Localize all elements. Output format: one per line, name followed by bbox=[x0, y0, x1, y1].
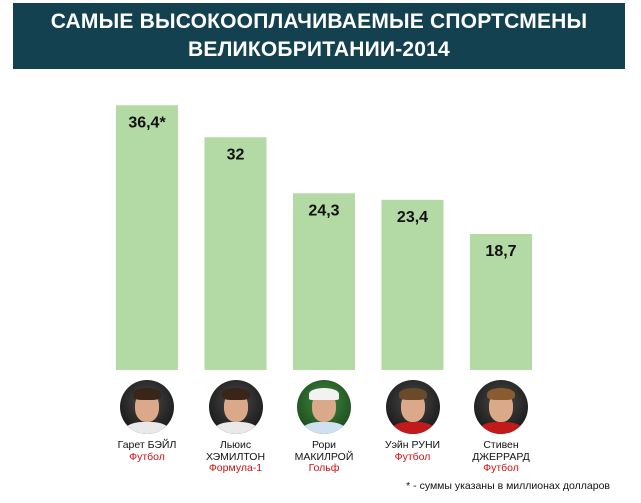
player-photo-icon bbox=[297, 380, 351, 434]
athlete-4: Стивен ДЖЕРРАРД Футбол bbox=[446, 380, 556, 475]
player-photo-icon bbox=[120, 380, 174, 434]
athlete-name-line: Стивен bbox=[483, 439, 519, 451]
bar-2 bbox=[293, 193, 355, 370]
athlete-name-1: Льюис ХЭМИЛТОН bbox=[181, 439, 291, 463]
athlete-1: Льюис ХЭМИЛТОН Формула-1 bbox=[181, 380, 291, 475]
athlete-sport-0: Футбол bbox=[129, 450, 165, 463]
value-label-1: 32 bbox=[227, 146, 245, 163]
value-label-2: 24,3 bbox=[308, 202, 339, 219]
athlete-3: Уэйн РУНИ Футбол bbox=[358, 380, 468, 463]
athlete-name-line: Уэйн РУНИ bbox=[384, 439, 441, 451]
title-line-2: ВЕЛИКОБРИТАНИИ-2014 bbox=[188, 38, 450, 61]
bar-1 bbox=[204, 137, 267, 370]
title-banner: САМЫЕ ВЫСОКООПЛАЧИВАЕМЫЕ СПОРТСМЕНЫ ВЕЛИ… bbox=[13, 3, 625, 69]
footnote: * - суммы указаны в миллионах долларов bbox=[406, 480, 610, 492]
athlete-name-line: Льюис bbox=[219, 439, 252, 451]
bar-3 bbox=[381, 199, 444, 370]
athlete-sport-3: Футбол bbox=[394, 450, 431, 463]
value-label-3: 23,4 bbox=[397, 209, 428, 226]
athlete-name-line: ХЭМИЛТОН bbox=[205, 450, 266, 463]
bar-4 bbox=[470, 234, 532, 370]
athlete-name-line: Рори bbox=[311, 439, 337, 451]
value-label-4: 18,7 bbox=[485, 243, 516, 260]
athlete-2: Рори МАКИЛРОЙ Гольф bbox=[269, 380, 379, 475]
bar-0 bbox=[116, 105, 178, 370]
athlete-name-2: Рори МАКИЛРОЙ bbox=[269, 439, 379, 463]
athlete-name-line: ДЖЕРРАРД bbox=[472, 450, 530, 463]
title-line-1: САМЫЕ ВЫСОКООПЛАЧИВАЕМЫЕ СПОРТСМЕНЫ bbox=[50, 10, 588, 33]
player-photo-icon bbox=[474, 380, 528, 434]
athlete-sport-4: Футбол bbox=[483, 462, 519, 474]
value-label-0: 36,4* bbox=[128, 114, 166, 131]
athlete-name-3: Уэйн РУНИ bbox=[358, 439, 468, 452]
athlete-0: Гарет БЭЙЛ Футбол bbox=[92, 380, 202, 463]
athlete-sport-2: Гольф bbox=[308, 462, 340, 474]
player-photo-icon bbox=[385, 380, 440, 434]
athlete-name-line: МАКИЛРОЙ bbox=[294, 450, 354, 463]
player-photo-icon bbox=[208, 380, 263, 434]
athlete-sport-1: Формула-1 bbox=[208, 462, 263, 474]
athlete-name-line: Гарет БЭЙЛ bbox=[117, 439, 177, 451]
athlete-name-4: Стивен ДЖЕРРАРД bbox=[446, 439, 556, 463]
athlete-name-0: Гарет БЭЙЛ bbox=[92, 439, 202, 452]
